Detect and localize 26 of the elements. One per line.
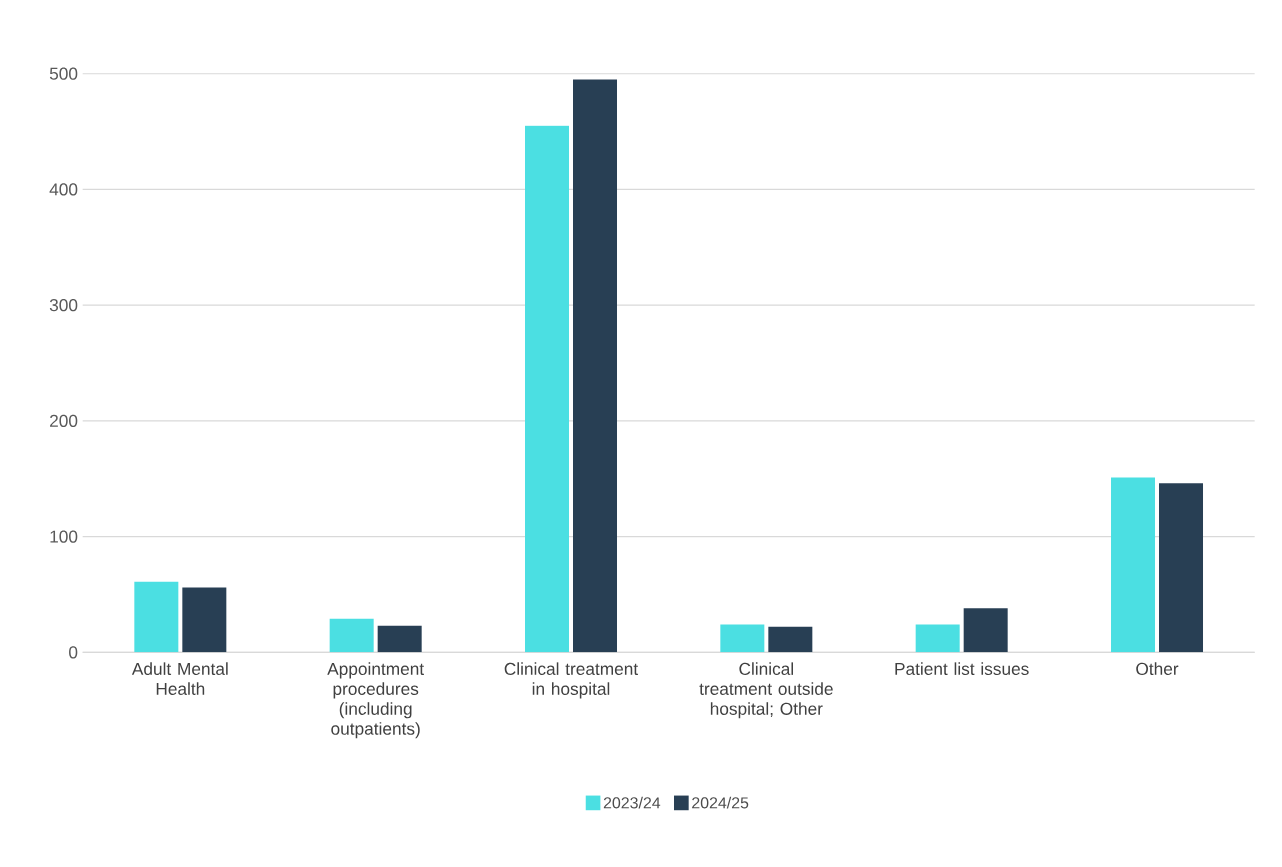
x-tick-label: Clinical treatment in hospital [504,662,639,699]
y-tick-label: 400 [49,183,78,196]
y-tick-label: 300 [49,299,78,312]
bar [182,587,227,653]
x-tick-label: Patient list issues [895,662,1029,676]
bar [1111,477,1156,653]
x-tick-label: Clinical treatment outside hospital; Other [699,662,833,719]
y-tick-label: 100 [50,530,78,543]
bar [525,125,570,653]
bar [915,624,960,653]
bar [720,624,765,653]
y-tick-label: 500 [49,67,78,80]
x-tick-label: Adult Mental Health [131,662,228,695]
y-tick-label: 0 [69,646,78,659]
y-tick-label: 200 [50,414,78,427]
bar [134,581,179,653]
bar [963,608,1008,653]
x-tick-label: Other [1136,662,1179,676]
legend-label: 2024/25 [692,796,749,809]
bar [329,618,374,653]
bar [573,79,618,653]
legend-label: 2023/24 [603,796,661,809]
bar [768,626,813,653]
x-tick-label: Appointment procedures (including outpatients) [327,662,424,739]
bar [1159,483,1204,653]
bar [377,625,422,653]
